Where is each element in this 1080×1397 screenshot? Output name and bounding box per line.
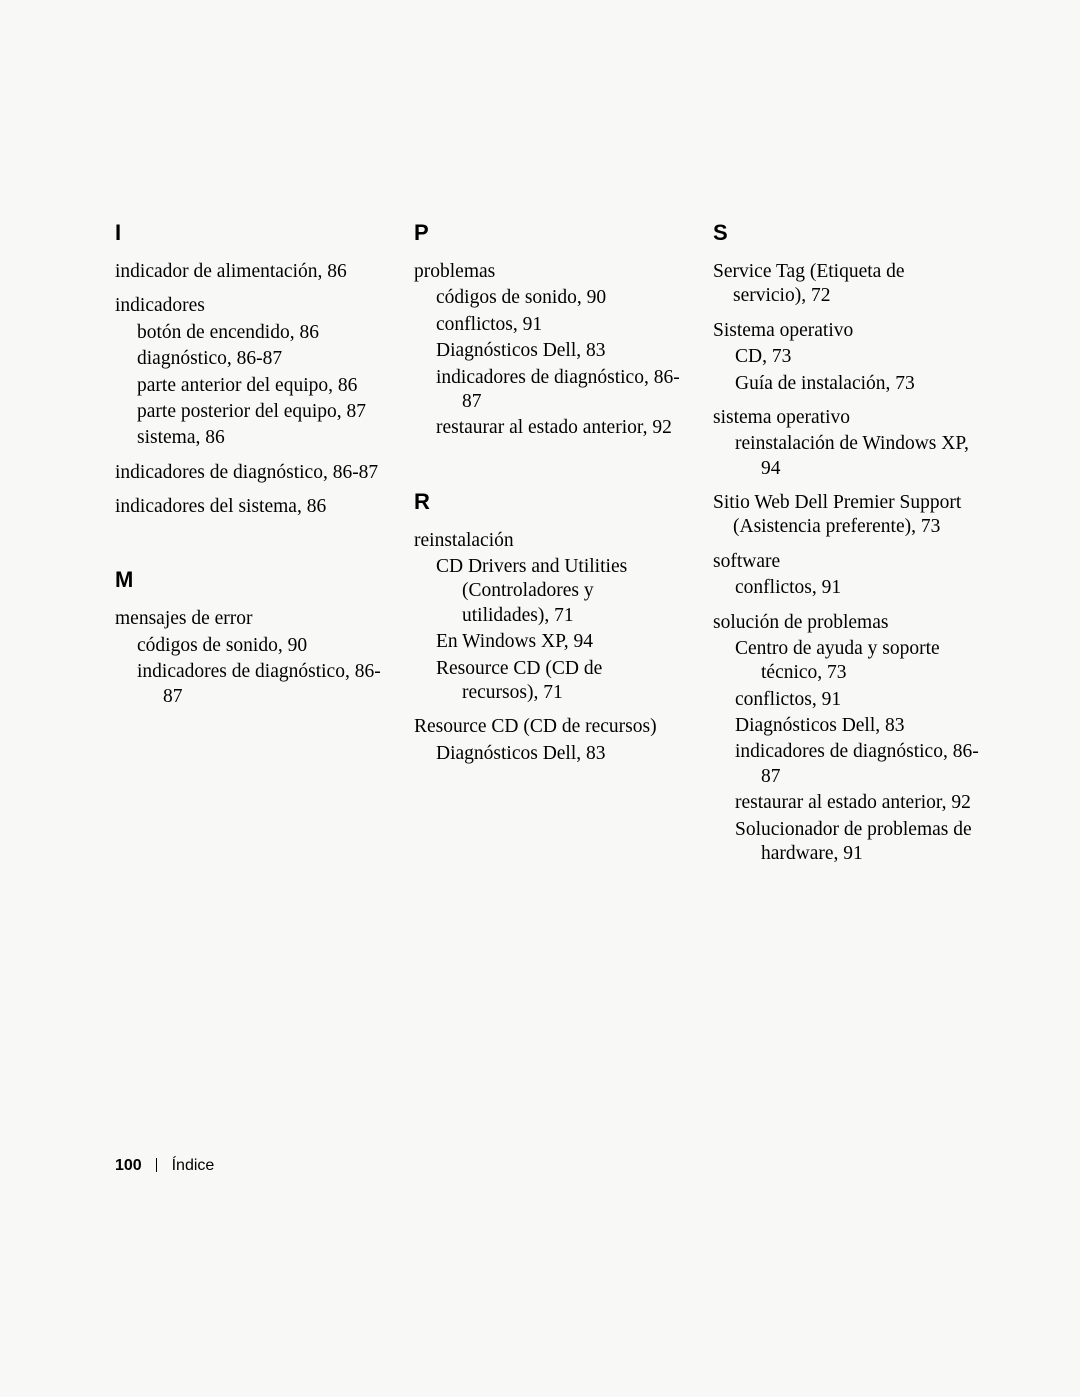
index-subentry: reinstalación de Windows XP, 94 — [713, 432, 980, 481]
index-group: indicadores de diagnóstico, 86-87 — [115, 461, 382, 485]
index-group: indicador de alimentación, 86 — [115, 260, 382, 284]
index-group: solución de problemas Centro de ayuda y … — [713, 611, 980, 867]
index-letter-P: P — [414, 220, 681, 246]
index-subentry: Diagnósticos Dell, 83 — [414, 339, 681, 363]
index-section-I: indicador de alimentación, 86 indicadore… — [115, 260, 382, 519]
index-group: indicadores botón de encendido, 86 diagn… — [115, 294, 382, 450]
index-subentry: Diagnósticos Dell, 83 — [713, 714, 980, 738]
index-entry: indicadores de diagnóstico, 86-87 — [115, 461, 382, 485]
page-footer: 100 Índice — [115, 1157, 214, 1175]
index-group: sistema operativo reinstalación de Windo… — [713, 406, 980, 481]
index-entry: problemas — [414, 260, 681, 284]
index-section-M: mensajes de error códigos de sonido, 90 … — [115, 607, 382, 709]
index-subentry: diagnóstico, 86-87 — [115, 347, 382, 371]
index-entry: Sitio Web Dell Premier Support (Asistenc… — [713, 491, 980, 540]
index-subentry: En Windows XP, 94 — [414, 630, 681, 654]
index-subentry: Solucionador de problemas de hardware, 9… — [713, 818, 980, 867]
index-subentry: Centro de ayuda y soporte técnico, 73 — [713, 637, 980, 686]
index-letter-I: I — [115, 220, 382, 246]
index-entry: sistema operativo — [713, 406, 980, 430]
footer-separator-icon — [156, 1158, 157, 1172]
index-subentry: Diagnósticos Dell, 83 — [414, 742, 681, 766]
index-entry: mensajes de error — [115, 607, 382, 631]
index-subentry: indicadores de diagnóstico, 86-87 — [713, 740, 980, 789]
index-entry: Service Tag (Etiqueta de servicio), 72 — [713, 260, 980, 309]
index-group: problemas códigos de sonido, 90 conflict… — [414, 260, 681, 441]
index-group: mensajes de error códigos de sonido, 90 … — [115, 607, 382, 709]
index-entry: indicadores — [115, 294, 382, 318]
index-section-R: reinstalación CD Drivers and Utilities (… — [414, 529, 681, 766]
index-section-P: problemas códigos de sonido, 90 conflict… — [414, 260, 681, 441]
index-subentry: conflictos, 91 — [414, 313, 681, 337]
index-column-2: P problemas códigos de sonido, 90 confli… — [414, 220, 681, 876]
index-subentry: parte posterior del equipo, 87 — [115, 400, 382, 424]
index-subentry: indicadores de diagnóstico, 86-87 — [414, 366, 681, 415]
index-subentry: indicadores de diagnóstico, 86-87 — [115, 660, 382, 709]
index-entry: Resource CD (CD de recursos) — [414, 715, 681, 739]
index-group: indicadores del sistema, 86 — [115, 495, 382, 519]
index-subentry: códigos de sonido, 90 — [414, 286, 681, 310]
index-group: Sitio Web Dell Premier Support (Asistenc… — [713, 491, 980, 540]
index-column-3: S Service Tag (Etiqueta de servicio), 72… — [713, 220, 980, 876]
footer-section-label: Índice — [172, 1157, 215, 1174]
index-columns: I indicador de alimentación, 86 indicado… — [115, 220, 980, 876]
index-group: Service Tag (Etiqueta de servicio), 72 — [713, 260, 980, 309]
index-subentry: Guía de instalación, 73 — [713, 372, 980, 396]
index-letter-M: M — [115, 567, 382, 593]
index-entry: Sistema operativo — [713, 319, 980, 343]
index-subentry: conflictos, 91 — [713, 688, 980, 712]
index-letter-R: R — [414, 489, 681, 515]
index-column-1: I indicador de alimentación, 86 indicado… — [115, 220, 382, 876]
index-page: I indicador de alimentación, 86 indicado… — [0, 0, 1080, 1397]
index-subentry: restaurar al estado anterior, 92 — [414, 416, 681, 440]
page-number: 100 — [115, 1157, 142, 1174]
index-subentry: botón de encendido, 86 — [115, 321, 382, 345]
index-entry: reinstalación — [414, 529, 681, 553]
index-subentry: CD, 73 — [713, 345, 980, 369]
index-letter-S: S — [713, 220, 980, 246]
index-subentry: parte anterior del equipo, 86 — [115, 374, 382, 398]
index-group: Sistema operativo CD, 73 Guía de instala… — [713, 319, 980, 396]
index-subentry: códigos de sonido, 90 — [115, 634, 382, 658]
index-subentry: Resource CD (CD de recursos), 71 — [414, 657, 681, 706]
index-subentry: sistema, 86 — [115, 426, 382, 450]
index-group: Resource CD (CD de recursos) Diagnóstico… — [414, 715, 681, 766]
index-entry: solución de problemas — [713, 611, 980, 635]
index-subentry: conflictos, 91 — [713, 576, 980, 600]
index-entry: software — [713, 550, 980, 574]
index-group: software conflictos, 91 — [713, 550, 980, 601]
index-entry: indicador de alimentación, 86 — [115, 260, 382, 284]
index-section-S: Service Tag (Etiqueta de servicio), 72 S… — [713, 260, 980, 866]
index-entry: indicadores del sistema, 86 — [115, 495, 382, 519]
index-group: reinstalación CD Drivers and Utilities (… — [414, 529, 681, 706]
index-subentry: CD Drivers and Utilities (Controladores … — [414, 555, 681, 628]
index-subentry: restaurar al estado anterior, 92 — [713, 791, 980, 815]
